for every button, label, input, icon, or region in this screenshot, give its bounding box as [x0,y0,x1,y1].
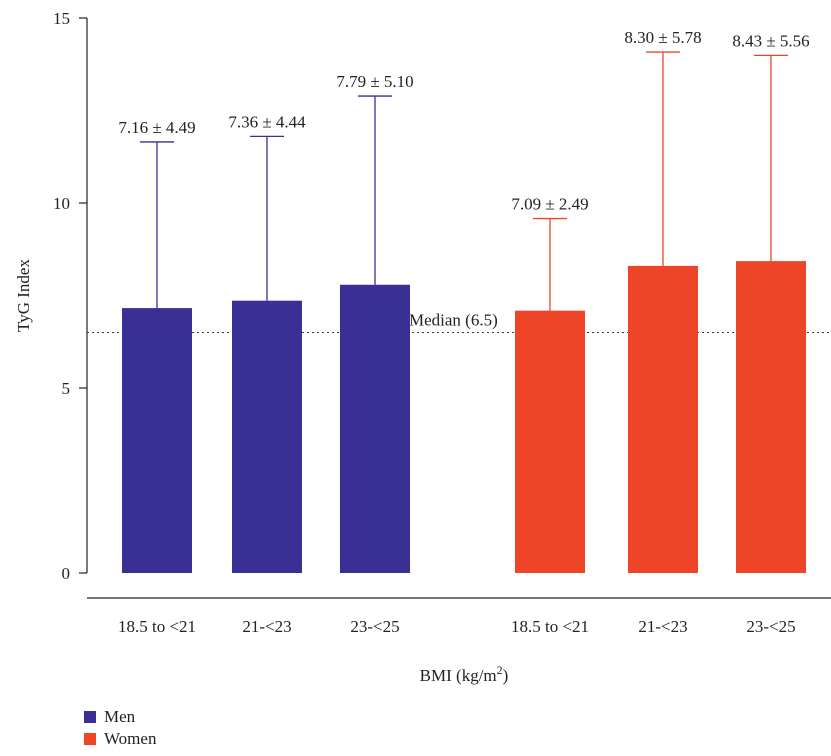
legend-item-women: Women [84,728,156,750]
bar-women [736,261,806,573]
bars-group: 7.16 ± 4.49 7.36 ± 4.44 7.79 ± 5.10 7.09 ± … [118,28,810,573]
legend-label-women: Women [104,729,157,748]
x-tick-labels: 18.5 to <21 21-<23 23-<25 18.5 to <21 21-<23… [118,617,796,636]
x-axis-title-close: ) [503,666,509,685]
y-tick-label: 5 [62,379,71,398]
bar-men [122,308,192,573]
data-label-women: 8.30 ± 5.78 [624,28,701,47]
legend: Men Women [84,706,156,750]
data-label-men: 7.16 ± 4.49 [118,118,195,137]
median-reference: Median (6.5) [87,311,831,333]
y-tick-label: 10 [53,194,70,213]
y-axis-title: TyG Index [14,259,33,332]
bar-women [628,265,698,573]
x-axis-title-main: BMI (kg/m [420,666,497,685]
legend-item-men: Men [84,706,156,728]
legend-swatch-women [84,733,96,745]
legend-swatch-men [84,711,96,723]
x-tick-label: 23-<25 [746,617,795,636]
bar-men [232,300,302,573]
x-tick-label: 23-<25 [350,617,399,636]
tyg-bar-chart: 0 5 10 15 Median (6.5) 7.16 ± 4.49 7.36 ± 4.… [14,9,831,685]
data-label-women: 8.43 ± 5.56 [732,31,809,50]
x-tick-label: 21-<23 [242,617,291,636]
bar-men [340,284,410,573]
data-label-men: 7.36 ± 4.44 [228,112,306,131]
data-label-women: 7.09 ± 2.49 [511,195,588,214]
x-axis-title-sup: 2 [497,663,503,677]
median-label: Median (6.5) [409,311,498,330]
y-tick-label: 0 [62,564,71,583]
legend-label-men: Men [104,707,136,726]
x-tick-label: 18.5 to <21 [118,617,196,636]
bar-women [515,310,585,573]
y-ticks: 0 5 10 15 [53,9,87,583]
x-axis-title: BMI (kg/m2) [420,663,509,685]
x-tick-label: 18.5 to <21 [511,617,589,636]
y-tick-label: 15 [53,9,70,28]
data-label-men: 7.79 ± 5.10 [336,72,413,91]
x-tick-label: 21-<23 [638,617,687,636]
